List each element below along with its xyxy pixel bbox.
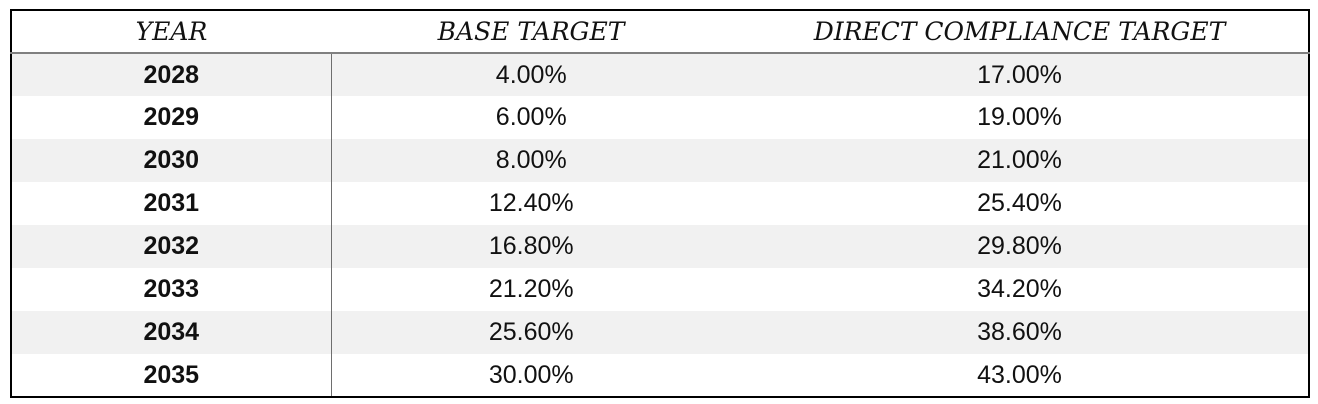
table-row: 2028 4.00% 17.00% <box>11 53 1309 96</box>
compliance-targets-table: YEAR BASE TARGET DIRECT COMPLIANCE TARGE… <box>10 9 1310 398</box>
direct-compliance-target-cell: 34.20% <box>977 275 1062 303</box>
base-target-cell: 6.00% <box>495 103 567 131</box>
table-row: 2029 6.00% 19.00% <box>11 96 1309 139</box>
year-cell: 2034 <box>11 311 332 354</box>
base-target-cell: 8.00% <box>495 146 567 174</box>
table-row: 2035 30.00% 43.00% <box>11 354 1309 397</box>
direct-compliance-target-cell: 29.80% <box>977 232 1062 260</box>
column-header-year: YEAR <box>11 10 331 54</box>
table-row: 2032 16.80% 29.80% <box>11 225 1309 268</box>
year-cell: 2033 <box>11 268 332 311</box>
year-cell: 2035 <box>11 354 332 397</box>
base-target-cell: 4.00% <box>495 60 567 89</box>
year-cell: 2029 <box>11 96 332 139</box>
base-target-cell: 16.80% <box>488 232 574 260</box>
base-target-cell: 21.20% <box>488 275 574 303</box>
direct-compliance-target-cell: 38.60% <box>977 318 1062 346</box>
base-target-cell: 12.40% <box>488 189 574 217</box>
table-row: 2034 25.60% 38.60% <box>11 311 1309 354</box>
base-target-cell: 30.00% <box>488 360 574 389</box>
table-body: 2028 4.00% 17.00% 2029 6.00% 19.00% 2030 8.00% 2… <box>11 53 1309 397</box>
header-row: YEAR BASE TARGET DIRECT COMPLIANCE TARGE… <box>11 10 1309 54</box>
table-header: YEAR BASE TARGET DIRECT COMPLIANCE TARGE… <box>11 10 1309 54</box>
table-row: 2031 12.40% 25.40% <box>11 182 1309 225</box>
direct-compliance-target-cell: 21.00% <box>977 146 1062 174</box>
column-header-base-target: BASE TARGET <box>331 10 731 54</box>
table-row: 2033 21.20% 34.20% <box>11 268 1309 311</box>
direct-compliance-target-cell: 17.00% <box>977 60 1062 89</box>
year-cell: 2031 <box>11 182 332 225</box>
direct-compliance-target-cell: 19.00% <box>977 103 1062 131</box>
year-cell: 2028 <box>11 53 332 96</box>
column-header-direct-compliance-target: DIRECT COMPLIANCE TARGET <box>731 10 1309 54</box>
year-cell: 2032 <box>11 225 332 268</box>
year-cell: 2030 <box>11 139 332 182</box>
table-row: 2030 8.00% 21.00% <box>11 139 1309 182</box>
direct-compliance-target-cell: 43.00% <box>977 360 1062 389</box>
base-target-cell: 25.60% <box>488 318 574 346</box>
direct-compliance-target-cell: 25.40% <box>977 189 1062 217</box>
